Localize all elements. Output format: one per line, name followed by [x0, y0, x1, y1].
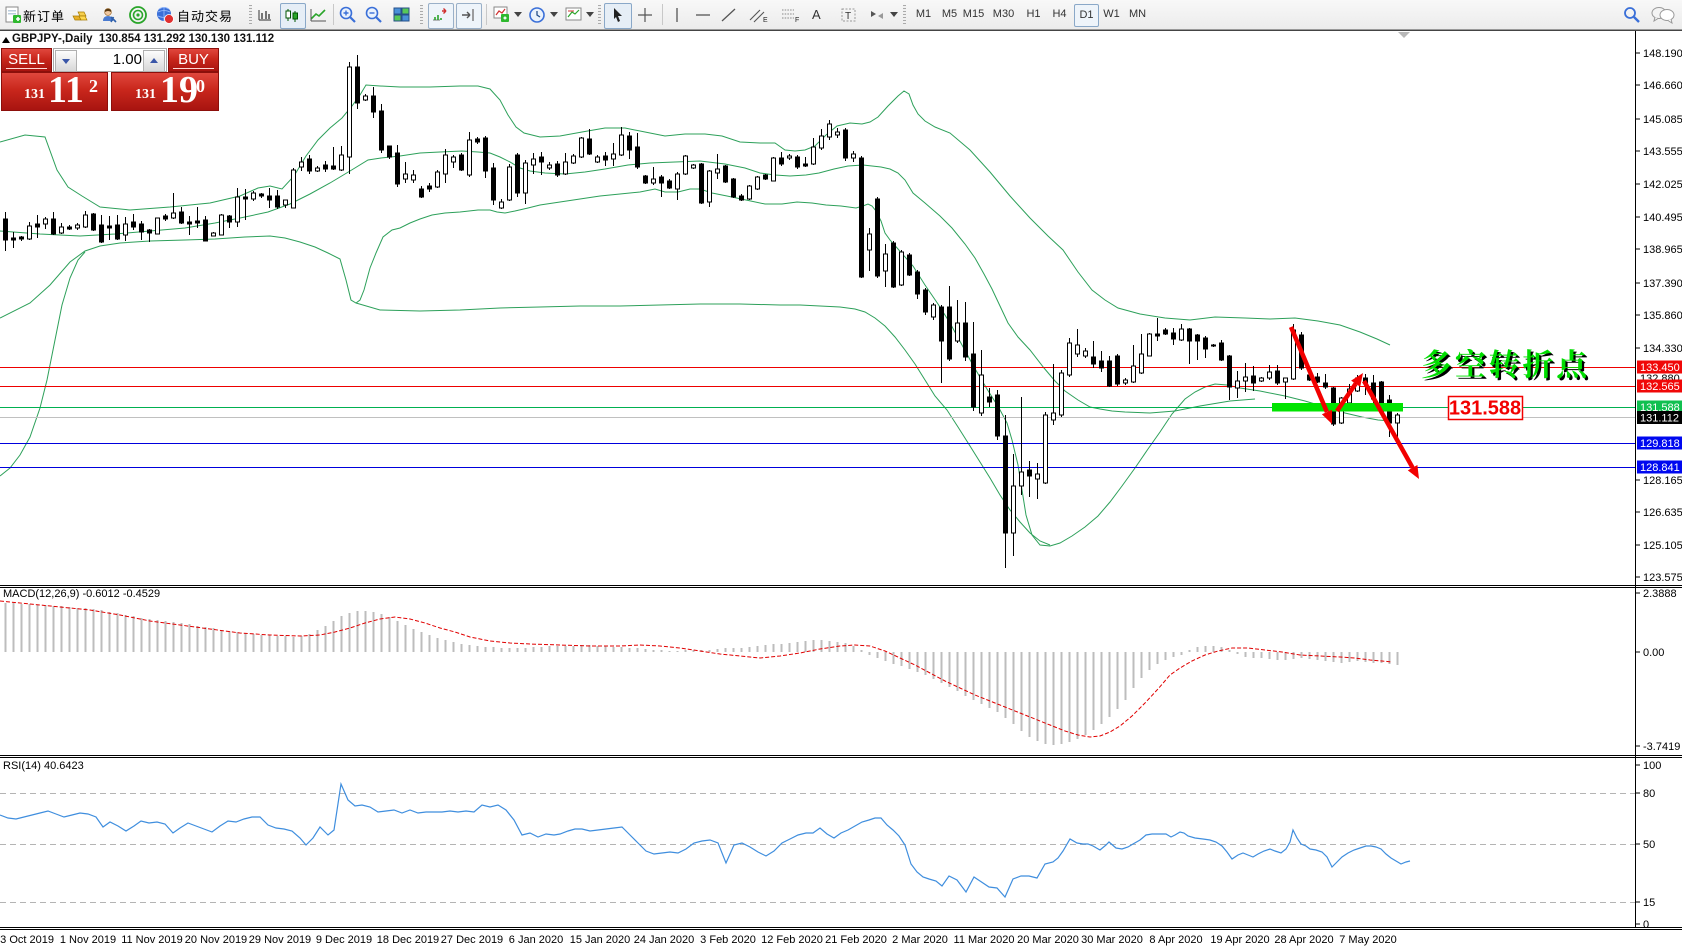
svg-text:E: E	[763, 17, 768, 24]
svg-text:20 Nov 2019: 20 Nov 2019	[185, 934, 247, 946]
svg-text:50: 50	[1643, 839, 1655, 851]
svg-text:1 Nov 2019: 1 Nov 2019	[60, 934, 116, 946]
svg-text:T: T	[845, 11, 851, 22]
svg-text:129.818: 129.818	[1640, 438, 1680, 450]
svg-text:18 Dec 2019: 18 Dec 2019	[377, 934, 439, 946]
svg-text:133.450: 133.450	[1640, 362, 1680, 374]
svg-text:30 Mar 2020: 30 Mar 2020	[1081, 934, 1143, 946]
svg-text:142.025: 142.025	[1643, 179, 1682, 191]
svg-text:11 Nov 2019: 11 Nov 2019	[121, 934, 183, 946]
svg-text:134.330: 134.330	[1643, 343, 1682, 355]
svg-text:20 Mar 2020: 20 Mar 2020	[1017, 934, 1079, 946]
svg-text:138.965: 138.965	[1643, 244, 1682, 256]
svg-text:132.565: 132.565	[1640, 381, 1680, 393]
svg-text:24 Jan 2020: 24 Jan 2020	[634, 934, 695, 946]
svg-text:148.190: 148.190	[1643, 48, 1682, 60]
svg-text:0: 0	[1643, 919, 1649, 931]
svg-text:RSI(14) 40.6423: RSI(14) 40.6423	[3, 760, 84, 772]
svg-text:131.112: 131.112	[1640, 413, 1679, 425]
svg-text:11 Mar 2020: 11 Mar 2020	[954, 934, 1015, 946]
svg-text:140.495: 140.495	[1643, 212, 1682, 224]
svg-text:3 Feb 2020: 3 Feb 2020	[700, 934, 756, 946]
svg-text:145.085: 145.085	[1643, 114, 1682, 126]
svg-text:7 May 2020: 7 May 2020	[1339, 934, 1396, 946]
svg-text:MACD(12,26,9) -0.6012 -0.4529: MACD(12,26,9) -0.6012 -0.4529	[3, 588, 160, 600]
svg-text:146.660: 146.660	[1643, 80, 1682, 92]
svg-text:27 Dec 2019: 27 Dec 2019	[441, 934, 503, 946]
svg-text:135.860: 135.860	[1643, 310, 1682, 322]
svg-text:80: 80	[1643, 788, 1655, 800]
svg-text:100: 100	[1643, 760, 1661, 772]
svg-text:15: 15	[1643, 897, 1655, 909]
svg-text:28 Apr 2020: 28 Apr 2020	[1274, 934, 1333, 946]
svg-text:-3.7419: -3.7419	[1643, 741, 1680, 753]
svg-text:0.00: 0.00	[1643, 647, 1664, 659]
svg-text:12 Feb 2020: 12 Feb 2020	[761, 934, 823, 946]
svg-text:29 Nov 2019: 29 Nov 2019	[249, 934, 311, 946]
svg-text:19 Apr 2020: 19 Apr 2020	[1210, 934, 1269, 946]
svg-text:125.105: 125.105	[1643, 540, 1682, 552]
svg-text:F: F	[795, 17, 799, 24]
svg-text:15 Jan 2020: 15 Jan 2020	[570, 934, 631, 946]
svg-text:9 Dec 2019: 9 Dec 2019	[316, 934, 372, 946]
svg-text:2.3888: 2.3888	[1643, 588, 1677, 600]
svg-text:21 Feb 2020: 21 Feb 2020	[825, 934, 887, 946]
svg-text:8 Apr 2020: 8 Apr 2020	[1149, 934, 1202, 946]
svg-text:23 Oct 2019: 23 Oct 2019	[0, 934, 54, 946]
svg-text:6 Jan 2020: 6 Jan 2020	[509, 934, 563, 946]
svg-text:137.390: 137.390	[1643, 278, 1682, 290]
svg-text:128.165: 128.165	[1643, 475, 1682, 487]
svg-text:126.635: 126.635	[1643, 507, 1682, 519]
svg-text:123.575: 123.575	[1643, 572, 1682, 584]
svg-text:143.555: 143.555	[1643, 146, 1682, 158]
svg-text:131.588: 131.588	[1449, 398, 1521, 420]
svg-text:128.841: 128.841	[1640, 462, 1680, 474]
svg-text:2 Mar 2020: 2 Mar 2020	[892, 934, 948, 946]
